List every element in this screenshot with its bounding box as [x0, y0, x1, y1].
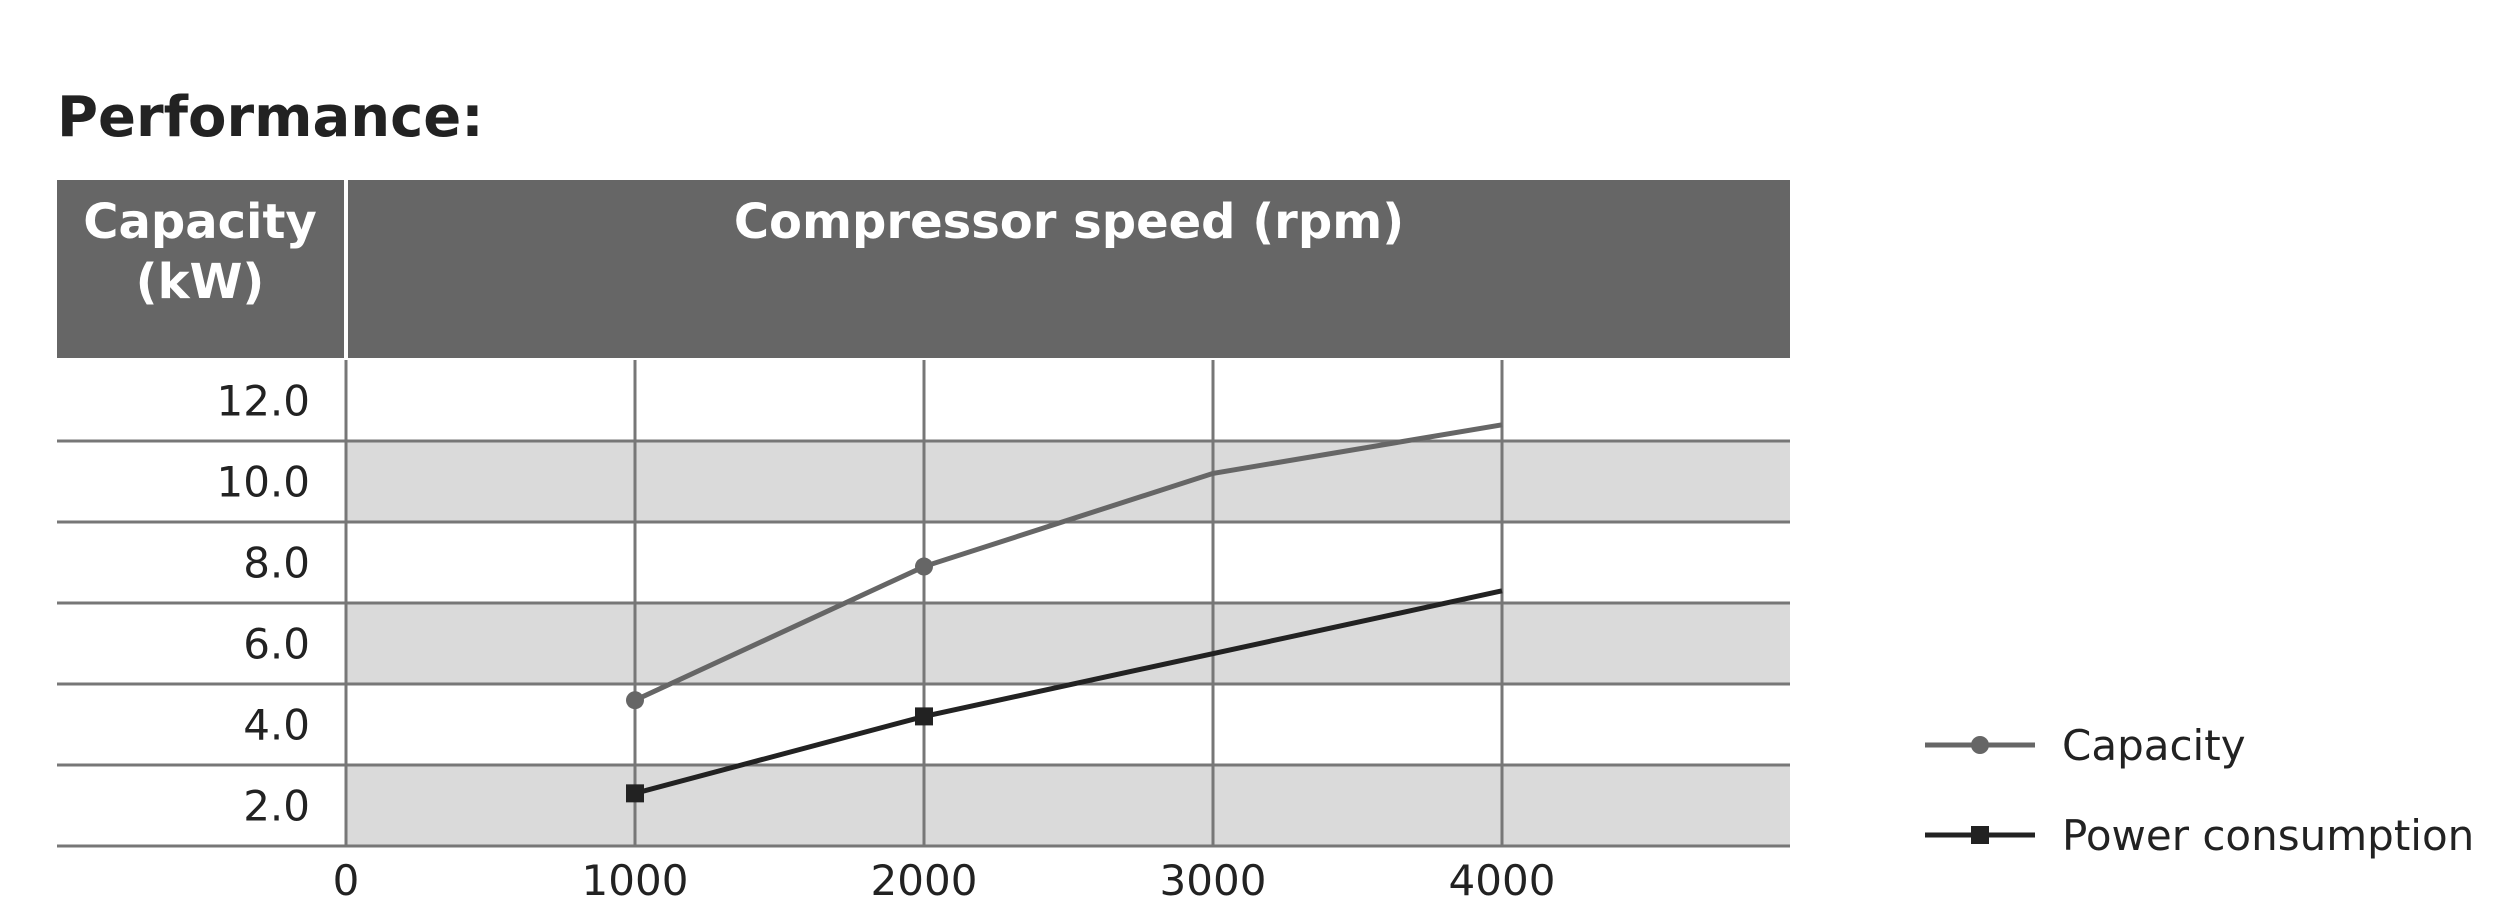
y-tick-label: 12.0: [216, 377, 310, 426]
y-tick-label: 10.0: [216, 458, 310, 507]
legend-marker-square: [1971, 826, 1989, 844]
header-left-line-1: Capacity: [83, 194, 317, 250]
header-left-cell: [57, 180, 344, 358]
power-consumption-point: [915, 707, 933, 726]
header-left-line-2: (kW): [136, 254, 265, 310]
x-tick-labels: 0 1000 2000 3000 4000: [333, 856, 1556, 905]
x-tick-label: 2000: [871, 856, 978, 905]
chart-title: Performance:: [57, 85, 484, 150]
y-tick-labels: 12.0 10.0 8.0 6.0 4.0 2.0: [216, 377, 310, 831]
power-consumption-point: [626, 784, 644, 803]
x-tick-label: 1000: [582, 856, 689, 905]
y-tick-label: 4.0: [243, 701, 310, 750]
y-tick-label: 6.0: [243, 620, 310, 669]
capacity-point: [626, 691, 644, 710]
x-tick-label: 0: [333, 856, 360, 905]
legend-label: Power consumption: [2062, 811, 2474, 860]
legend-label: Capacity: [2062, 721, 2246, 770]
row-bands: [346, 441, 1790, 846]
y-tick-label: 8.0: [243, 539, 310, 588]
row-band: [346, 603, 1790, 684]
capacity-point: [915, 557, 933, 576]
row-band: [346, 765, 1790, 846]
row-band: [346, 441, 1790, 522]
legend-marker-circle: [1971, 736, 1989, 754]
header-right-title: Compressor speed (rpm): [734, 194, 1404, 250]
y-tick-label: 2.0: [243, 782, 310, 831]
x-tick-label: 4000: [1449, 856, 1556, 905]
grid-lines: [57, 360, 1790, 848]
x-tick-label: 3000: [1160, 856, 1267, 905]
legend: Capacity Power consumption: [1925, 721, 2474, 860]
header-right-cell: [348, 180, 1790, 358]
series-line-capacity: [633, 422, 1503, 703]
series-lines: [626, 422, 1503, 803]
